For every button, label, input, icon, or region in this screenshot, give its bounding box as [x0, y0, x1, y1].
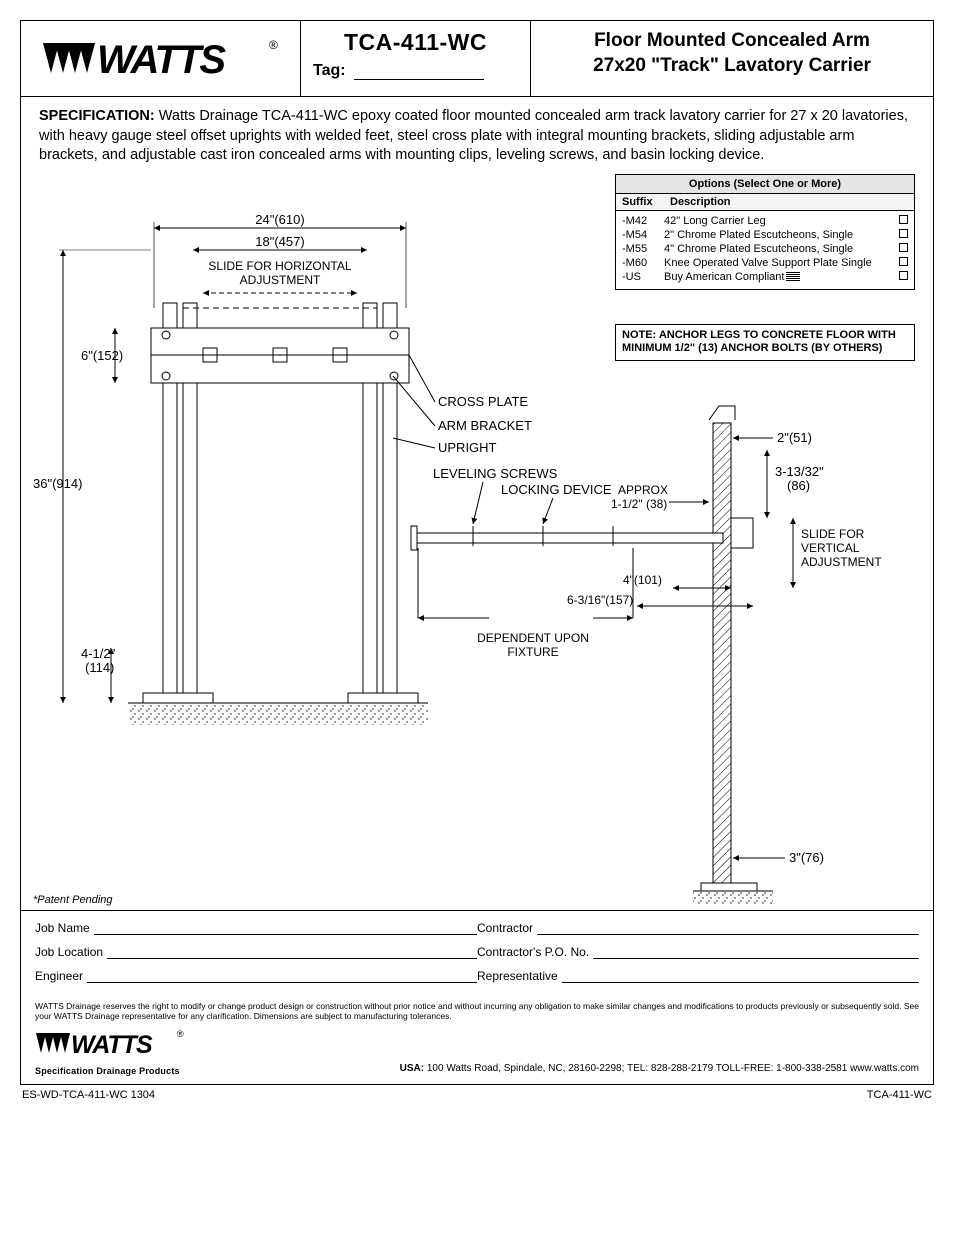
svg-text:FIXTURE: FIXTURE	[507, 645, 558, 659]
svg-text:3-13/32": 3-13/32"	[775, 464, 824, 479]
svg-text:36"(914): 36"(914)	[33, 476, 82, 491]
po-field[interactable]	[593, 947, 919, 959]
job-name-field[interactable]	[94, 923, 477, 935]
svg-text:WATTS: WATTS	[97, 38, 226, 82]
tag-label: Tag:	[313, 62, 346, 79]
svg-text:SLIDE FOR HORIZONTAL: SLIDE FOR HORIZONTAL	[208, 259, 351, 273]
svg-text:®: ®	[177, 1029, 184, 1039]
page-footer: ES-WD-TCA-411-WC 1304 TCA-411-WC	[20, 1085, 934, 1105]
spec-sheet: WATTS ® TCA-411-WC Tag: Floor Mounted Co…	[20, 20, 934, 1085]
svg-text:1-1/2" (38): 1-1/2" (38)	[611, 497, 667, 511]
svg-text:(86): (86)	[787, 478, 810, 493]
svg-text:APPROX: APPROX	[618, 483, 668, 497]
option-checkbox[interactable]	[899, 271, 908, 280]
footer-tagline: Specification Drainage Products	[35, 1066, 205, 1076]
svg-text:6"(152): 6"(152)	[81, 348, 123, 363]
svg-text:3"(76): 3"(76)	[789, 850, 824, 865]
svg-text:4"(101): 4"(101)	[623, 573, 662, 587]
svg-text:18"(457): 18"(457)	[255, 234, 304, 249]
logo-cell: WATTS ®	[21, 21, 301, 96]
watts-logo-small: WATTS ®	[35, 1027, 185, 1061]
option-checkbox[interactable]	[899, 229, 908, 238]
title-cell: Floor Mounted Concealed Arm 27x20 "Track…	[531, 21, 933, 96]
svg-text:(114): (114)	[85, 660, 114, 675]
svg-text:®: ®	[269, 38, 278, 52]
technical-diagram: 24"(610) 18"(457) SLIDE FOR HORIZONTAL A…	[33, 188, 883, 908]
svg-text:ADJUSTMENT: ADJUSTMENT	[801, 555, 882, 569]
svg-text:DEPENDENT UPON: DEPENDENT UPON	[477, 631, 589, 645]
option-checkbox[interactable]	[899, 257, 908, 266]
footer: WATTS ® Specification Drainage Products …	[21, 1027, 933, 1084]
svg-text:WATTS: WATTS	[71, 1031, 153, 1059]
svg-text:SLIDE FOR: SLIDE FOR	[801, 527, 865, 541]
model-number: TCA-411-WC	[313, 29, 518, 56]
svg-text:ARM BRACKET: ARM BRACKET	[438, 418, 532, 433]
svg-text:VERTICAL: VERTICAL	[801, 541, 860, 555]
job-location-field[interactable]	[107, 947, 477, 959]
svg-text:LEVELING SCREWS: LEVELING SCREWS	[433, 466, 558, 481]
svg-text:LOCKING DEVICE: LOCKING DEVICE	[501, 482, 612, 497]
spec-text: Watts Drainage TCA-411-WC epoxy coated f…	[39, 108, 908, 163]
svg-text:ADJUSTMENT: ADJUSTMENT	[240, 273, 321, 287]
svg-text:2"(51): 2"(51)	[777, 430, 812, 445]
disclaimer: WATTS Drainage reserves the right to mod…	[21, 999, 933, 1027]
doc-code: ES-WD-TCA-411-WC 1304	[22, 1089, 155, 1101]
specification-block: SPECIFICATION: Watts Drainage TCA-411-WC…	[21, 97, 933, 170]
patent-note: *Patent Pending	[33, 894, 113, 906]
footer-logo: WATTS ® Specification Drainage Products	[35, 1027, 205, 1076]
svg-text:4-1/2": 4-1/2"	[81, 646, 116, 661]
contractor-field[interactable]	[537, 923, 919, 935]
side-view: LEVELING SCREWS LOCKING DEVICE APPROX 1-…	[411, 406, 882, 905]
rep-label: Representative	[477, 969, 558, 983]
engineer-field[interactable]	[87, 971, 477, 983]
model-cell: TCA-411-WC Tag:	[301, 21, 531, 96]
engineer-label: Engineer	[35, 969, 83, 983]
tag-input-line[interactable]	[354, 66, 484, 80]
po-label: Contractor's P.O. No.	[477, 945, 589, 959]
spec-label: SPECIFICATION:	[39, 108, 155, 124]
contractor-label: Contractor	[477, 921, 533, 935]
svg-text:24"(610): 24"(610)	[255, 212, 304, 227]
option-checkbox[interactable]	[899, 243, 908, 252]
doc-model: TCA-411-WC	[867, 1089, 932, 1101]
product-title: Floor Mounted Concealed Arm 27x20 "Track…	[545, 29, 919, 78]
job-name-label: Job Name	[35, 921, 90, 935]
body-area: Options (Select One or More) Suffix Desc…	[21, 170, 933, 910]
tag-row: Tag:	[313, 62, 518, 80]
footer-address: USA: 100 Watts Road, Spindale, NC, 28160…	[205, 1063, 919, 1076]
svg-text:6-3/16"(157): 6-3/16"(157)	[567, 593, 633, 607]
header: WATTS ® TCA-411-WC Tag: Floor Mounted Co…	[21, 21, 933, 97]
svg-text:UPRIGHT: UPRIGHT	[438, 440, 497, 455]
watts-logo: WATTS ®	[41, 31, 281, 86]
job-location-label: Job Location	[35, 945, 103, 959]
svg-text:CROSS PLATE: CROSS PLATE	[438, 394, 528, 409]
rep-field[interactable]	[562, 971, 919, 983]
job-info: Job Name Contractor Job Location Contrac…	[21, 910, 933, 999]
option-checkbox[interactable]	[899, 215, 908, 224]
